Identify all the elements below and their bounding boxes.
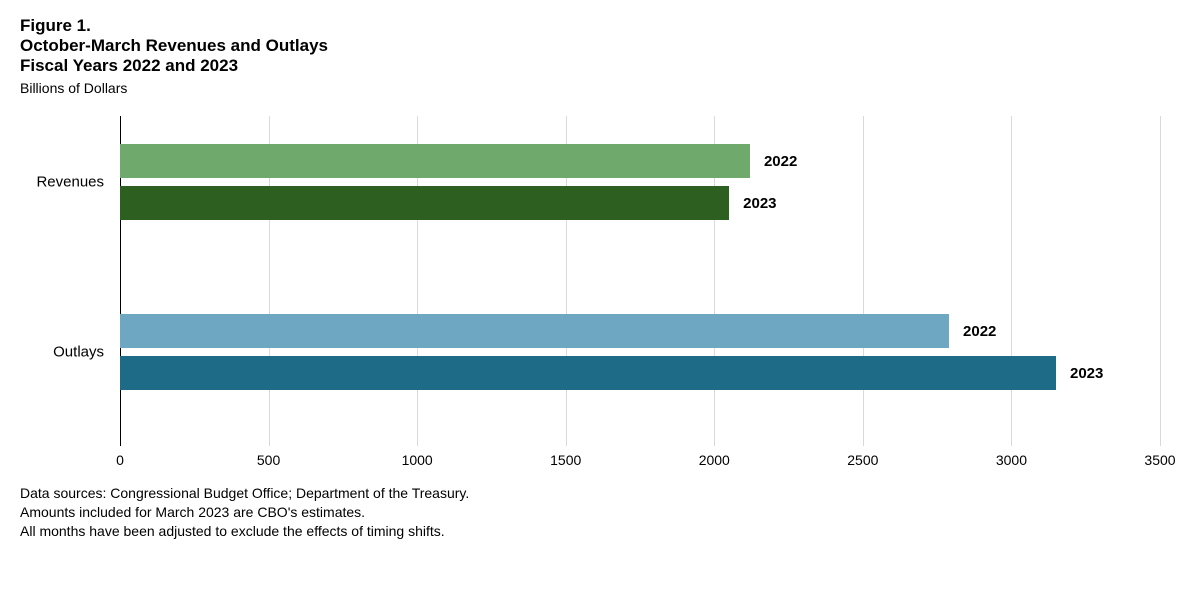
footnote-line: Amounts included for March 2023 are CBO'…: [20, 503, 1180, 522]
category-label: Outlays: [53, 344, 120, 361]
x-tick-label: 1500: [550, 446, 581, 468]
x-tick-label: 3000: [996, 446, 1027, 468]
footnotes: Data sources: Congressional Budget Offic…: [20, 484, 1180, 541]
footnote-line: Data sources: Congressional Budget Offic…: [20, 484, 1180, 503]
figure-title-line1: October-March Revenues and Outlays: [20, 36, 1180, 56]
chart: 0 500 1000 1500 2000 2500 3000 3500 Revenues 2022…: [20, 106, 1180, 476]
bar-year-label: 2023: [1070, 365, 1103, 382]
footnote-line: All months have been adjusted to exclude…: [20, 522, 1180, 541]
gridline: [1011, 116, 1012, 446]
figure-label: Figure 1.: [20, 16, 1180, 36]
x-tick-label: 1000: [402, 446, 433, 468]
bar-year-label: 2023: [743, 195, 776, 212]
bar: [120, 144, 750, 178]
bar: [120, 186, 729, 220]
x-tick-label: 0: [116, 446, 124, 468]
x-tick-label: 3500: [1144, 446, 1175, 468]
plot-area: 0500100015002000250030003500Revenues2022…: [120, 116, 1160, 446]
bar-year-label: 2022: [764, 153, 797, 170]
figure-title-line2: Fiscal Years 2022 and 2023: [20, 56, 1180, 76]
bar-year-label: 2022: [963, 323, 996, 340]
category-label: Revenues: [36, 174, 120, 191]
figure-subtitle: Billions of Dollars: [20, 80, 1180, 96]
x-tick-label: 500: [257, 446, 280, 468]
x-tick-label: 2000: [699, 446, 730, 468]
title-block: Figure 1. October-March Revenues and Out…: [20, 16, 1180, 96]
bar: [120, 314, 949, 348]
x-tick-label: 2500: [847, 446, 878, 468]
gridline: [1160, 116, 1161, 446]
bar: [120, 356, 1056, 390]
gridline: [863, 116, 864, 446]
